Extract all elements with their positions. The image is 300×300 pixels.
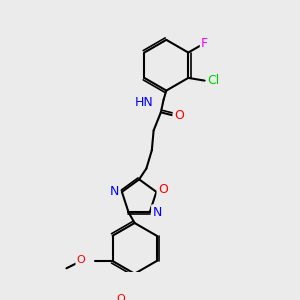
Text: O: O: [174, 109, 184, 122]
Text: Cl: Cl: [208, 74, 220, 87]
Text: O: O: [117, 294, 125, 300]
Text: HN: HN: [135, 96, 154, 109]
Text: F: F: [201, 37, 208, 50]
Text: O: O: [158, 183, 168, 196]
Text: O: O: [76, 255, 85, 265]
Text: N: N: [152, 206, 162, 219]
Text: N: N: [110, 185, 119, 198]
